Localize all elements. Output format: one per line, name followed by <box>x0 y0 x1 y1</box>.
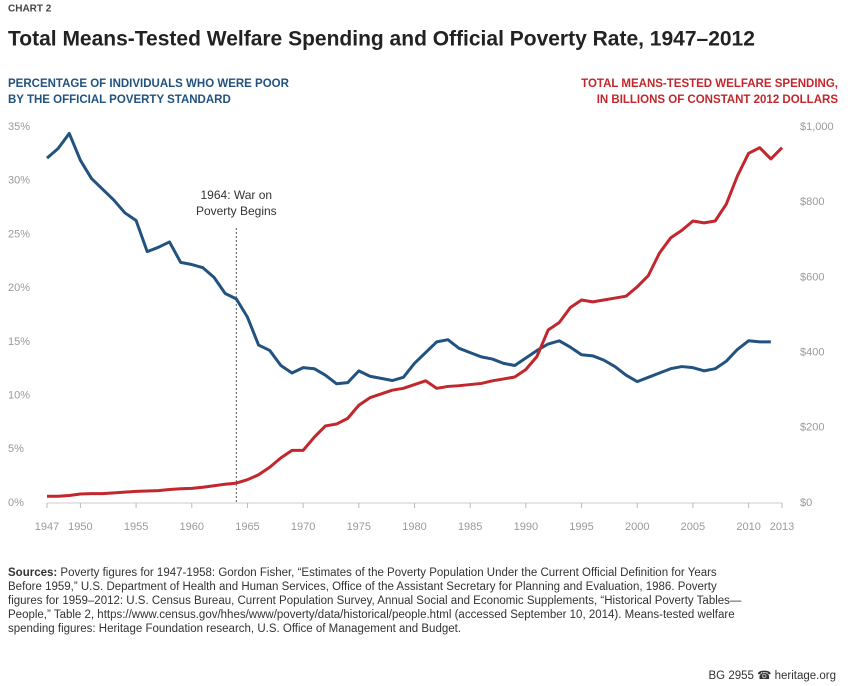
x-tick-label: 2000 <box>625 521 649 533</box>
y2-axis-label: TOTAL MEANS-TESTED WELFARE SPENDING, <box>581 78 838 90</box>
x-tick-label: 1990 <box>514 521 538 533</box>
x-tick-label: 2005 <box>681 521 705 533</box>
y-tick-label: 30% <box>8 175 30 187</box>
y-tick-label: 0% <box>8 497 24 509</box>
y2-tick-label: $600 <box>800 271 824 283</box>
series-line <box>47 146 784 498</box>
y-tick-label: 5% <box>8 443 24 455</box>
x-tick-label: 2010 <box>736 521 760 533</box>
y-tick-label: 15% <box>8 336 30 348</box>
annotation-text: Poverty Begins <box>196 204 277 218</box>
annotation-text: 1964: War on <box>201 188 273 202</box>
x-tick-label: 1980 <box>402 521 426 533</box>
chart: CHART 2 Total Means-Tested Welfare Spend… <box>8 4 839 533</box>
y2-tick-label: $400 <box>800 347 824 359</box>
y-tick-label: 35% <box>8 121 30 133</box>
chart-title: Total Means-Tested Welfare Spending and … <box>8 28 755 51</box>
x-tick-label: 1947 <box>35 521 59 533</box>
y-tick-label: 25% <box>8 228 30 240</box>
x-tick-label: 1975 <box>347 521 371 533</box>
x-tick-label: 1965 <box>235 521 259 533</box>
y-axis-label: PERCENTAGE OF INDIVIDUALS WHO WERE POOR <box>8 78 290 90</box>
y-tick-label: 20% <box>8 282 30 294</box>
x-tick-label: 1950 <box>68 521 92 533</box>
sources-label: Sources: <box>8 567 58 579</box>
y2-tick-label: $0 <box>800 497 812 509</box>
x-tick-label: 2013 <box>770 521 794 533</box>
x-tick-label: 1985 <box>458 521 482 533</box>
sources: Sources: Poverty figures for 1947-1958: … <box>8 566 748 636</box>
y2-axis-label: IN BILLIONS OF CONSTANT 2012 DOLLARS <box>597 94 839 106</box>
y-tick-label: 10% <box>8 389 30 401</box>
x-tick-label: 1955 <box>124 521 148 533</box>
sources-text: Poverty figures for 1947-1958: Gordon Fi… <box>8 567 742 635</box>
x-tick-label: 1960 <box>180 521 204 533</box>
y-axis-label: BY THE OFFICIAL POVERTY STANDARD <box>8 94 231 106</box>
footer: BG 2955 ☎ heritage.org <box>708 670 836 682</box>
x-tick-label: 1995 <box>569 521 593 533</box>
y2-tick-label: $1,000 <box>800 121 834 133</box>
x-tick-label: 1970 <box>291 521 315 533</box>
y2-tick-label: $800 <box>800 196 824 208</box>
kicker: CHART 2 <box>8 4 52 15</box>
y2-tick-label: $200 <box>800 422 824 434</box>
series-line <box>46 131 771 386</box>
